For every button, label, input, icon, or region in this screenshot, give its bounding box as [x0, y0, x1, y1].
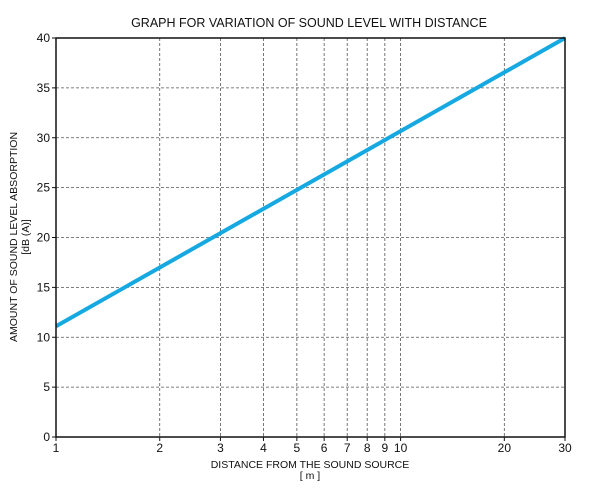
- x-tick-label: 10: [394, 441, 408, 455]
- grid-lines: [56, 38, 565, 437]
- x-tick-label: 7: [344, 441, 351, 455]
- chart-title: GRAPH FOR VARIATION OF SOUND LEVEL WITH …: [131, 16, 487, 30]
- x-axis-ticks: 1 2 3 4 5 6 7 8 9 10 20 30: [53, 437, 572, 455]
- x-tick-label: 20: [498, 441, 512, 455]
- y-tick-label: 35: [37, 81, 51, 95]
- x-tick-label: 5: [294, 441, 301, 455]
- y-tick-label: 25: [37, 181, 51, 195]
- y-tick-label: 30: [37, 131, 51, 145]
- y-axis-unit: [dB (A)]: [20, 219, 32, 255]
- x-tick-label: 1: [53, 441, 60, 455]
- x-tick-label: 9: [381, 441, 388, 455]
- x-axis-label: DISTANCE FROM THE SOUND SOURCE: [211, 459, 410, 471]
- x-tick-label: 2: [156, 441, 163, 455]
- series-line-0: [55, 36, 566, 329]
- series-layer: [55, 36, 566, 329]
- x-tick-label: 6: [321, 441, 328, 455]
- x-tick-label: 8: [364, 441, 371, 455]
- x-tick-label: 4: [260, 441, 267, 455]
- x-tick-label: 30: [558, 441, 572, 455]
- y-tick-label: 20: [37, 231, 51, 245]
- y-tick-label: 5: [43, 380, 50, 394]
- y-axis-ticks: 0 5 10 15 20 25 30 35 40: [37, 31, 56, 444]
- y-tick-label: 0: [43, 430, 50, 444]
- y-tick-label: 40: [37, 31, 51, 45]
- x-axis-unit: [ m ]: [300, 470, 320, 482]
- y-tick-label: 10: [37, 330, 51, 344]
- x-tick-label: 3: [217, 441, 224, 455]
- y-tick-label: 15: [37, 280, 51, 294]
- y-axis-label: AMOUNT OF SOUND LEVEL ABSORPTION: [8, 132, 20, 342]
